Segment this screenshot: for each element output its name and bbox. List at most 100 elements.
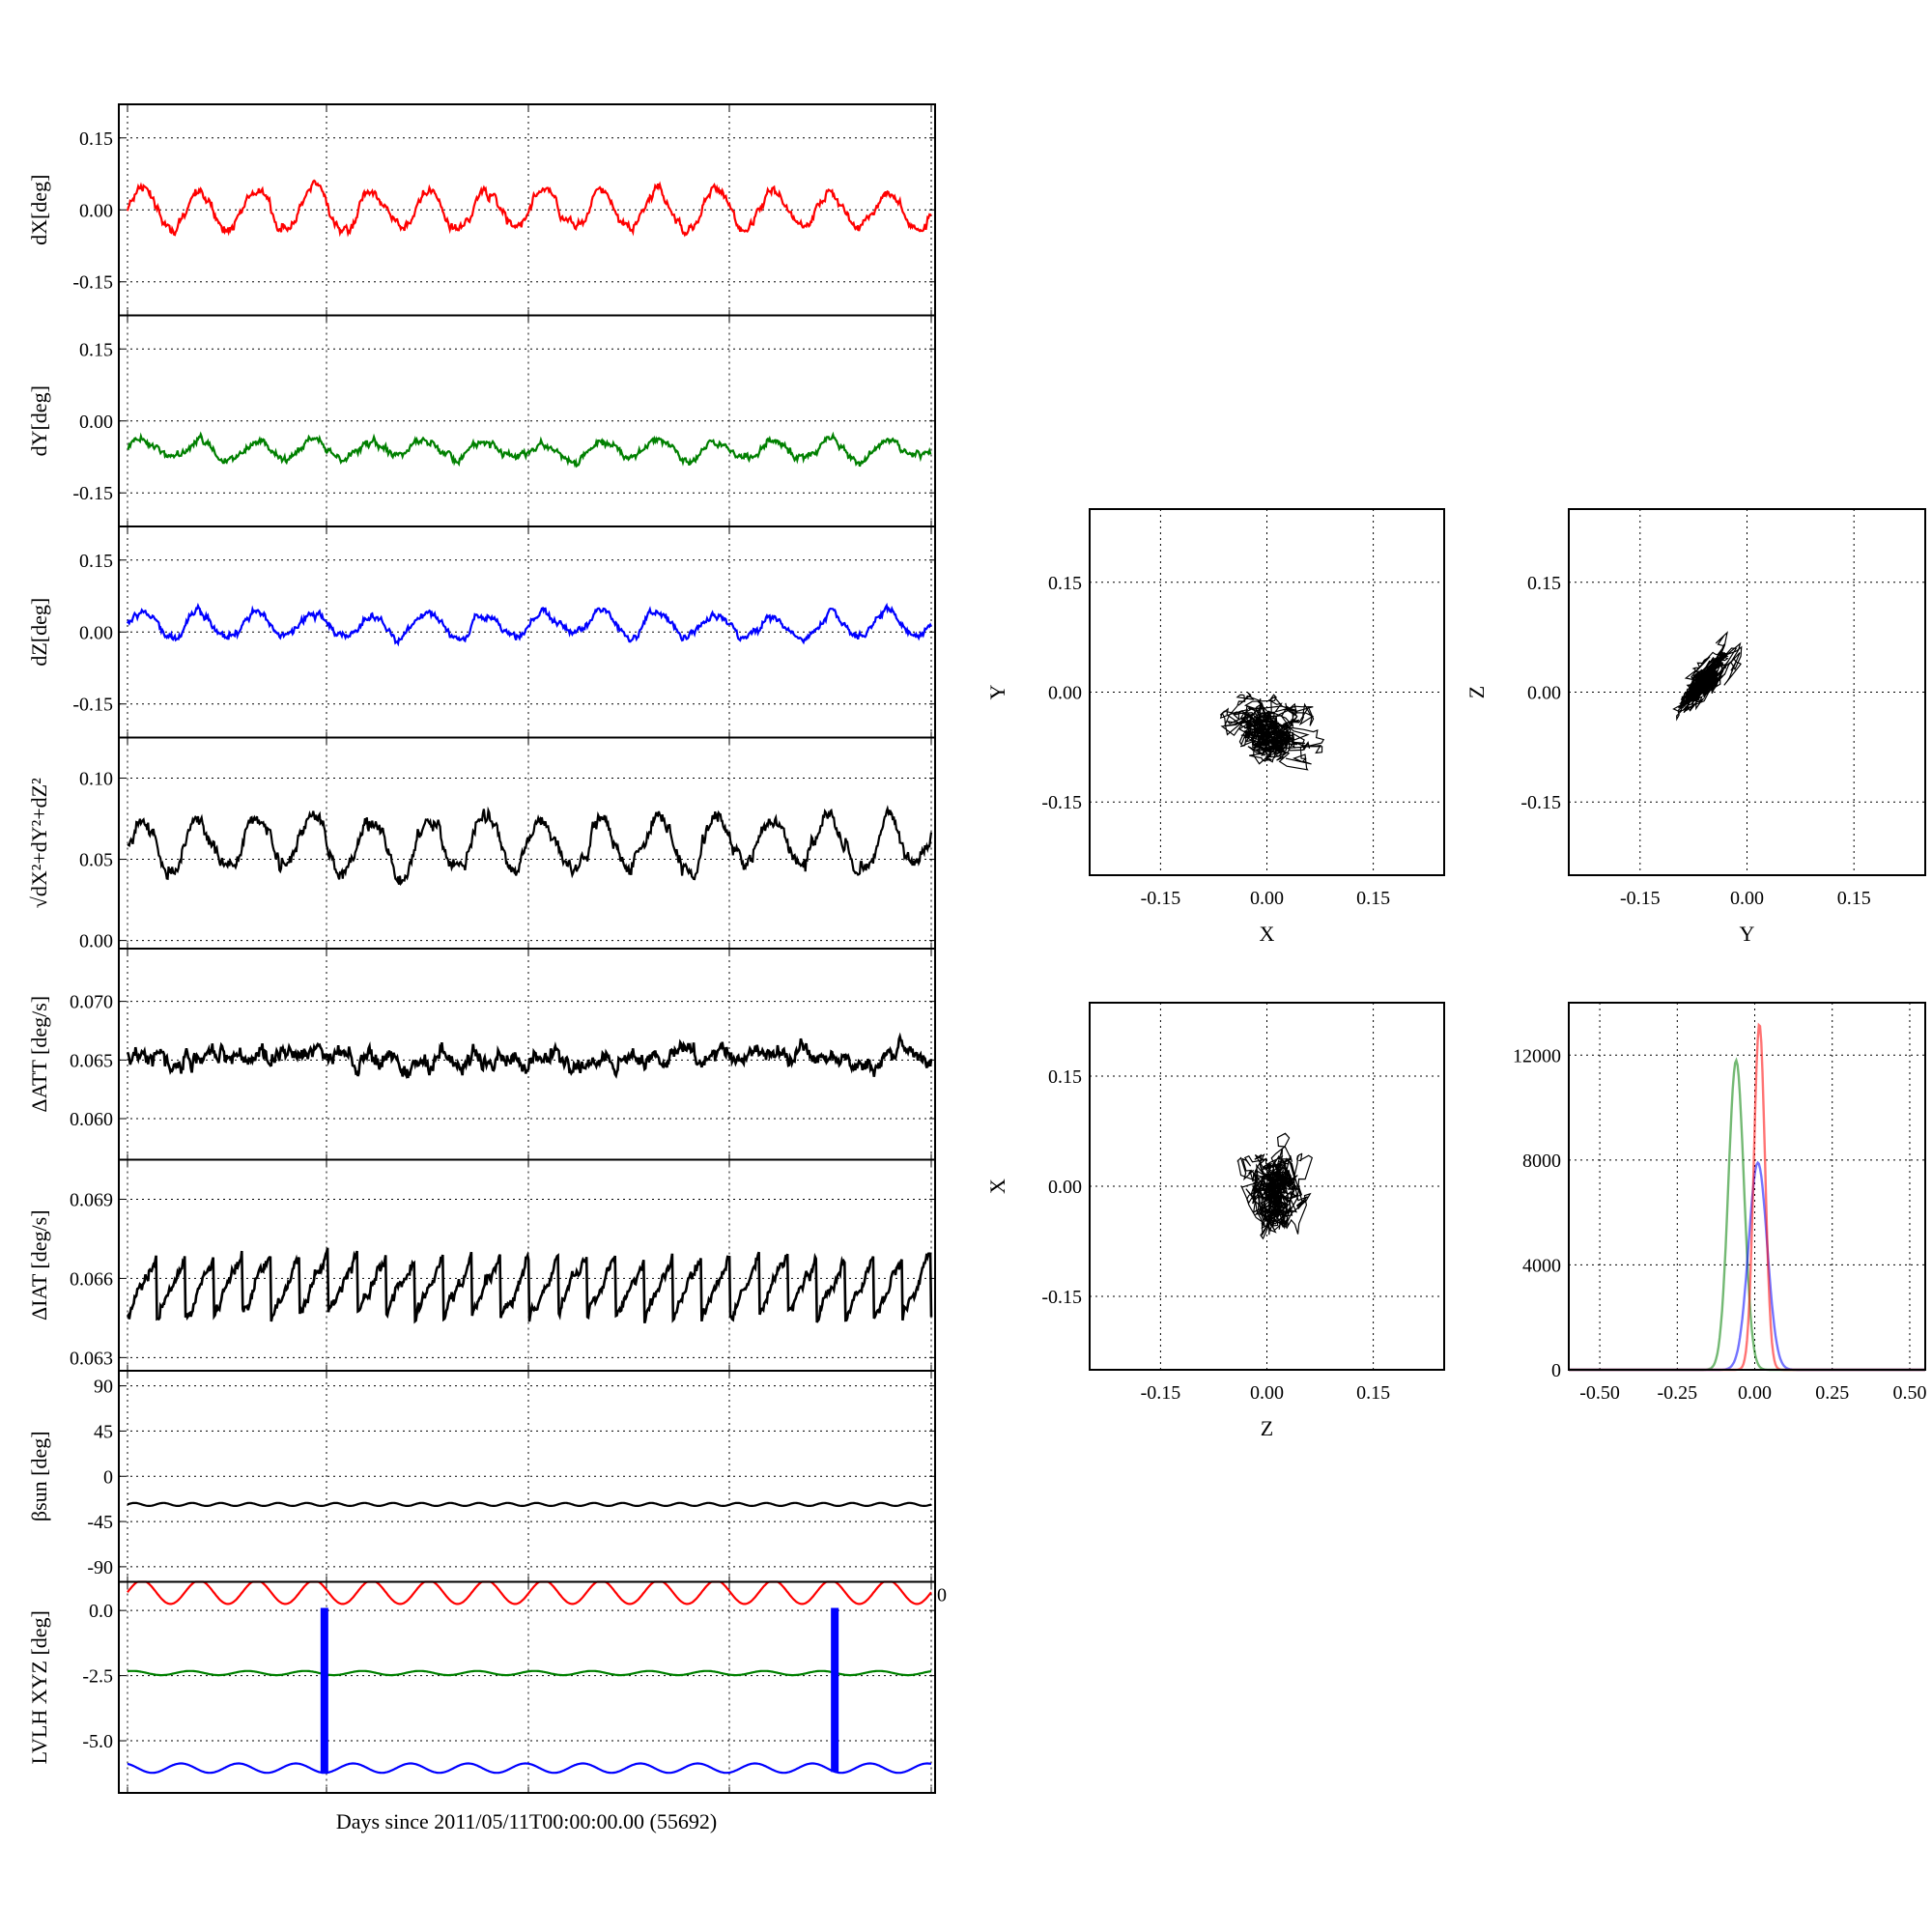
x-tick-label: -0.15 — [1141, 888, 1181, 909]
y-axis-label: dY[deg] — [27, 385, 51, 456]
y-tick-label: -5.0 — [82, 1731, 113, 1752]
x-tick-label: 0.15 — [1356, 888, 1390, 909]
y-axis-label: ΔIAT [deg/s] — [27, 1209, 51, 1321]
x-tick-label: 0.15 — [1837, 888, 1871, 909]
y-axis-label: dZ[deg] — [27, 598, 51, 667]
y-tick-label: 0.00 — [79, 931, 113, 952]
y-tick-label: 0.15 — [79, 339, 113, 360]
x-tick-label: -0.25 — [1657, 1382, 1697, 1404]
histogram-series — [1569, 1025, 1925, 1370]
scatter-trace — [1220, 693, 1323, 770]
y-tick-label: 0.00 — [79, 622, 113, 643]
y-tick-label: 0.15 — [1527, 573, 1561, 594]
y-tick-label: 12000 — [1513, 1045, 1561, 1066]
panel-frame — [1569, 1003, 1925, 1370]
y-tick-label: 0.066 — [70, 1268, 113, 1290]
y-tick-label: 0.065 — [70, 1050, 113, 1071]
panel-diat: 0.069 0.066 0.063 ΔIAT [deg/s] — [27, 1160, 935, 1372]
y-axis-label: Y — [985, 684, 1009, 699]
x-tick-label: -0.15 — [1141, 1382, 1181, 1404]
series-line — [128, 1503, 931, 1506]
y-tick-label: -2.5 — [82, 1666, 113, 1688]
y-tick-label: 0.060 — [70, 1109, 113, 1130]
y-tick-label: -45 — [87, 1512, 113, 1533]
y-axis-label: Z — [1464, 686, 1489, 698]
y-tick-label: 0.069 — [70, 1189, 113, 1210]
time-series-panels: 0.150.00-0.15dX[deg]0.150.00-0.15dY[deg]… — [27, 104, 947, 1793]
y-tick-label: 0 — [103, 1466, 113, 1488]
panel-mag: 0.10 0.05 0.00 √dX²+dY²+dZ² — [27, 738, 935, 952]
panel-yz: -0.15 0.00 0.15 0.15 0.00 -0.15 Y Z — [1464, 509, 1925, 946]
y-axis-label: √dX²+dY²+dZ² — [27, 778, 51, 908]
y-tick-label: 0.00 — [79, 412, 113, 433]
series-line — [128, 435, 931, 467]
y-tick-label: 0.00 — [1048, 1177, 1082, 1198]
y-tick-label: 0.15 — [1048, 1066, 1082, 1088]
panel-dx: 0.15 0.00 -0.15 dX[deg] — [27, 104, 935, 316]
series-line — [128, 809, 931, 885]
x-tick-label: 0.50 — [1892, 1382, 1926, 1404]
series-line — [128, 1671, 931, 1675]
side-panels: -0.15 0.00 0.15 0.15 0.00 -0.15 X Y -0.15 0.00 0.1… — [985, 509, 1926, 1440]
panel-dz: 0.15 0.00 -0.15 dZ[deg] — [27, 526, 935, 738]
y-tick-label: 0.05 — [79, 850, 113, 871]
x-tick-label: 0.00 — [1738, 1382, 1772, 1404]
series-line — [128, 606, 931, 643]
y-tick-label: 0.0 — [89, 1601, 113, 1622]
x-tick-label: 0.00 — [1250, 1382, 1284, 1404]
y-axis-label: LVLH XYZ [deg] — [27, 1610, 51, 1764]
y-tick-label: 0 — [1551, 1360, 1561, 1381]
panel-hist: -0.50 -0.25 0.00 0.25 0.50 12000 8000 4000 0 — [1513, 1003, 1926, 1404]
x-tick-label: -0.15 — [1620, 888, 1661, 909]
y-tick-label: 0.15 — [79, 551, 113, 572]
panel-lvlh: 0.0 -2.5 -5.0 LVLH XYZ [deg] 0 — [27, 1582, 947, 1794]
y-tick-label: 0.10 — [79, 769, 113, 790]
y-tick-label: 45 — [94, 1421, 113, 1442]
scatter-trace — [1674, 633, 1742, 720]
series-line — [128, 1582, 931, 1605]
y-tick-label: -0.15 — [1041, 1287, 1082, 1308]
x-axis-label: Z — [1261, 1416, 1273, 1440]
shared-x-axis-label: Days since 2011/05/11T00:00:00.00 (55692… — [336, 1809, 717, 1833]
panel-frame — [119, 1582, 935, 1794]
y-tick-label: 90 — [94, 1377, 113, 1398]
y-axis-label: βsun [deg] — [27, 1431, 51, 1521]
y-tick-label: 4000 — [1522, 1255, 1561, 1276]
histogram-series — [1569, 1061, 1925, 1370]
y-tick-label: 0.15 — [79, 128, 113, 150]
y-tick-label: 0.00 — [1527, 683, 1561, 704]
x-tick-label: 0.00 — [1250, 888, 1284, 909]
panel-xy: -0.15 0.00 0.15 0.15 0.00 -0.15 X Y — [985, 509, 1444, 946]
y-tick-label: -0.15 — [72, 695, 113, 716]
y-tick-label: -0.15 — [72, 483, 113, 504]
y-tick-label: 0.00 — [79, 200, 113, 221]
panel-datt: 0.070 0.065 0.060 ΔATT [deg/s] — [27, 949, 935, 1160]
y-tick-label: 0.063 — [70, 1348, 113, 1369]
x-tick-label: -0.50 — [1579, 1382, 1620, 1404]
y-axis-label: ΔATT [deg/s] — [27, 996, 51, 1113]
scatter-trace — [1237, 1133, 1312, 1238]
y-tick-label: -0.15 — [1520, 792, 1561, 813]
series-line — [128, 1037, 931, 1078]
y-tick-label: 0.15 — [1048, 573, 1082, 594]
y-tick-label: 8000 — [1522, 1151, 1561, 1172]
series-line — [128, 1764, 931, 1774]
y-tick-label: 0.070 — [70, 992, 113, 1013]
panel-dy: 0.15 0.00 -0.15 dY[deg] — [27, 316, 935, 527]
y-tick-label: -90 — [87, 1557, 113, 1578]
x-tick-label: 0.15 — [1356, 1382, 1390, 1404]
x-tick-label: 0.00 — [1730, 888, 1764, 909]
y-tick-label: 0.00 — [1048, 683, 1082, 704]
right-tick-label: 0 — [937, 1585, 947, 1606]
y-axis-label: dX[deg] — [27, 175, 51, 245]
panel-beta: 90 45 0 -45 -90 βsun [deg] — [27, 1371, 935, 1582]
series-line — [128, 181, 931, 235]
y-tick-label: -0.15 — [72, 272, 113, 294]
y-tick-label: -0.15 — [1041, 792, 1082, 813]
series-line — [128, 1248, 931, 1323]
y-axis-label: X — [985, 1179, 1009, 1194]
panel-zx: -0.15 0.00 0.15 0.15 0.00 -0.15 Z X — [985, 1003, 1444, 1440]
x-axis-label: X — [1260, 922, 1275, 946]
x-axis-label: Y — [1740, 922, 1755, 946]
